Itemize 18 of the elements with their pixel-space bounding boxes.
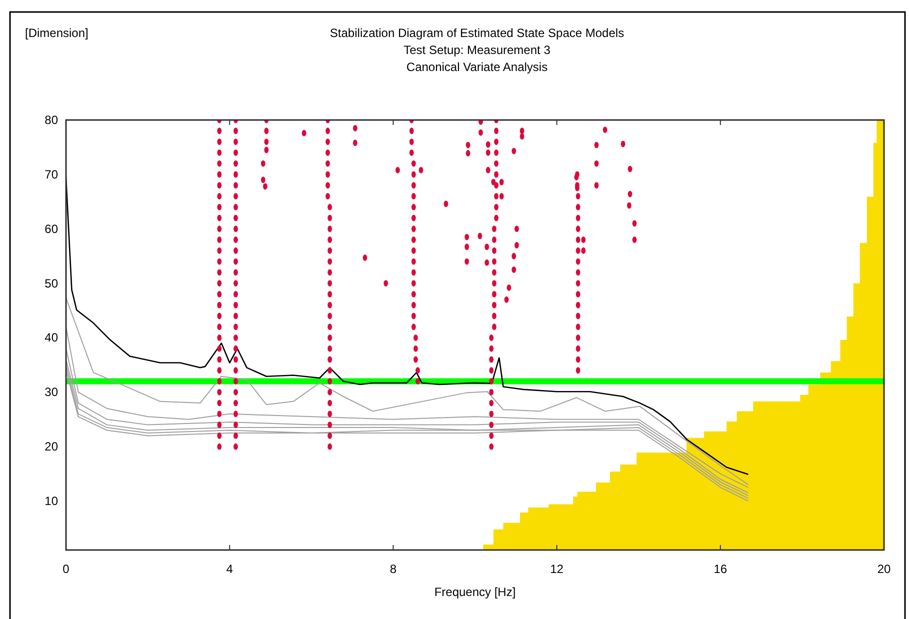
text: [Dimension] xyxy=(25,26,88,40)
x-tick-label: 4 xyxy=(226,562,234,576)
x-tick-label: 8 xyxy=(390,562,397,576)
y-tick-label: 60 xyxy=(44,222,58,236)
y-tick-label: 50 xyxy=(44,276,58,290)
chart-subtitle: Test Setup: Measurement 3 Canonical Variate Analysis xyxy=(404,43,551,74)
y-tick-label: 80 xyxy=(44,113,58,127)
y-tick-label: 20 xyxy=(44,440,58,454)
y-tick-label: 10 xyxy=(44,494,58,508)
chart-title: Stabilization Diagram of Estimated State Space Models xyxy=(330,26,624,40)
x-tick-label: 16 xyxy=(714,562,728,576)
x-tick-label: 0 xyxy=(62,562,70,576)
y-tick-label: 40 xyxy=(44,330,58,345)
x-tick-label: 20 xyxy=(877,562,891,576)
x-tick-label: 12 xyxy=(550,562,564,576)
y-tick-label: 70 xyxy=(44,167,58,182)
y-tick-label: 30 xyxy=(44,385,58,400)
x-axis-title: Frequency [Hz] xyxy=(434,585,516,599)
